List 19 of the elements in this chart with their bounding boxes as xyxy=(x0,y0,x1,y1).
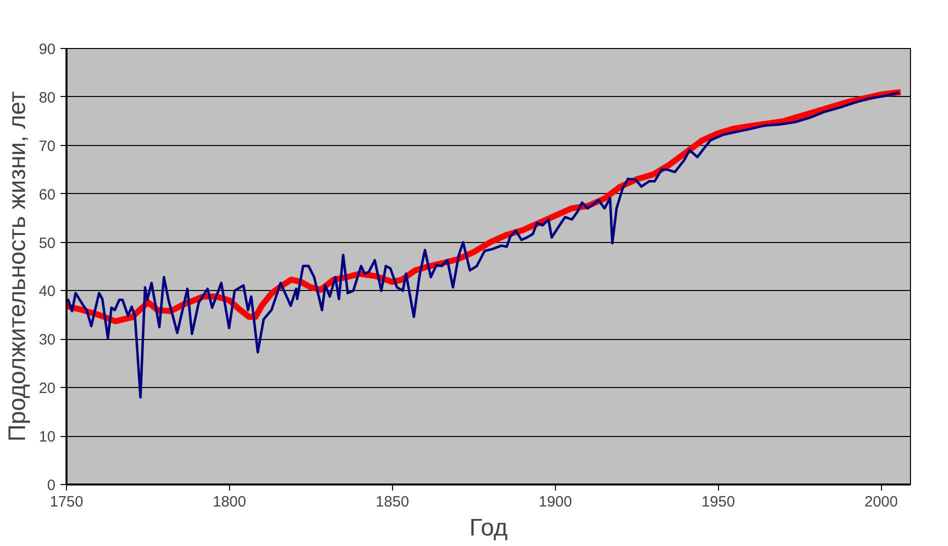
x-tick-label: 2000 xyxy=(864,494,898,510)
x-tick-label: 1800 xyxy=(212,494,246,510)
x-tick-label: 1900 xyxy=(538,494,572,510)
y-tick-label: 60 xyxy=(38,186,56,204)
y-tick-label: 20 xyxy=(38,380,56,398)
y-axis-title: Продолжительность жизни, лет xyxy=(4,91,31,442)
y-tick-label: 0 xyxy=(47,477,56,494)
x-tick-label: 1950 xyxy=(702,494,735,510)
y-tick-label: 40 xyxy=(38,283,56,300)
y-tick-label: 50 xyxy=(38,234,56,252)
x-axis-title: Год xyxy=(469,514,508,542)
y-tick-label: 10 xyxy=(38,428,56,446)
y-tick-label: 80 xyxy=(38,89,56,106)
y-tick-label: 90 xyxy=(38,41,56,58)
y-tick-label: 30 xyxy=(38,332,56,349)
x-tick-label: 1850 xyxy=(376,494,410,510)
y-tick-label: 70 xyxy=(38,138,56,155)
line-series xyxy=(66,91,900,399)
x-tick-label: 1750 xyxy=(50,494,84,510)
